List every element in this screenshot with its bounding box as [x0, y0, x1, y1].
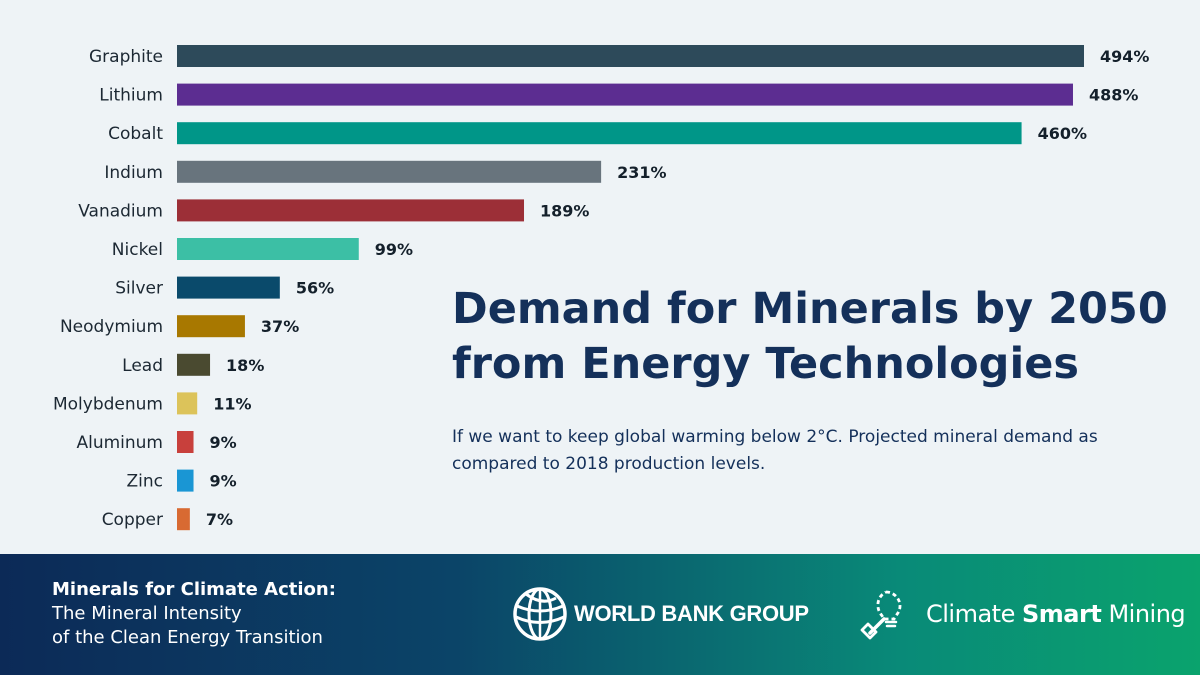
value-label: 494%	[1100, 47, 1149, 66]
chart-title: Demand for Minerals by 2050 from Energy …	[452, 284, 1168, 389]
value-label: 56%	[296, 279, 334, 298]
bar-nickel	[177, 238, 359, 260]
bar-molybdenum	[177, 392, 198, 415]
report-title: Minerals for Climate Action:	[52, 579, 336, 600]
bar-indium	[177, 160, 602, 183]
value-label: 9%	[210, 472, 237, 491]
value-label: 189%	[540, 201, 589, 220]
climate-smart-mining-logo: Climate Smart Mining	[856, 586, 1186, 642]
value-label: 18%	[226, 356, 264, 375]
category-label: Zinc	[127, 472, 164, 492]
value-label: 488%	[1089, 86, 1138, 105]
bar-graphite	[177, 45, 1084, 67]
bar-cobalt	[177, 122, 1022, 145]
bar-lithium	[177, 83, 1073, 106]
category-label: Vanadium	[78, 201, 163, 221]
category-label: Aluminum	[76, 433, 163, 453]
bar-chart: Graphite 494% Lithium 488% Cobalt 460% Indium 2…	[53, 45, 1149, 531]
world-bank-logo: WORLD BANK GROUP	[512, 586, 809, 642]
category-label: Nickel	[112, 240, 163, 260]
bar-silver	[177, 276, 280, 299]
value-label: 231%	[617, 163, 666, 182]
report-title-block: Minerals for Climate Action: The Mineral…	[52, 578, 336, 650]
category-label: Silver	[115, 279, 163, 299]
category-label: Lead	[122, 356, 163, 376]
chart-subtitle: If we want to keep global warming below …	[452, 427, 1098, 474]
bar-copper	[177, 508, 190, 531]
category-label: Neodymium	[60, 317, 163, 337]
category-label: Molybdenum	[53, 394, 163, 414]
value-label: 460%	[1038, 124, 1087, 143]
bar-aluminum	[177, 431, 194, 453]
category-label: Lithium	[99, 86, 163, 106]
category-label: Indium	[104, 163, 163, 183]
value-label: 7%	[206, 510, 233, 529]
bar-neodymium	[177, 315, 245, 338]
footer-banner: Minerals for Climate Action: The Mineral…	[0, 554, 1200, 675]
lightbulb-shovel-icon	[860, 590, 902, 640]
category-label: Copper	[102, 510, 163, 530]
value-label: 11%	[213, 394, 251, 413]
report-subtitle-line-2: of the Clean Energy Transition	[52, 627, 323, 648]
value-label: 37%	[261, 317, 299, 336]
category-label: Cobalt	[108, 124, 163, 144]
value-label: 9%	[210, 433, 237, 452]
world-bank-name: WORLD BANK GROUP	[574, 601, 809, 626]
bar-lead	[177, 353, 211, 376]
value-label: 99%	[375, 240, 413, 259]
bar-vanadium	[177, 199, 525, 222]
bar-zinc	[177, 469, 194, 492]
category-label: Graphite	[89, 47, 163, 67]
climate-smart-mining-name: Climate Smart Mining	[926, 600, 1186, 628]
globe-icon	[513, 587, 567, 641]
report-subtitle-line-1: The Mineral Intensity	[52, 603, 242, 624]
